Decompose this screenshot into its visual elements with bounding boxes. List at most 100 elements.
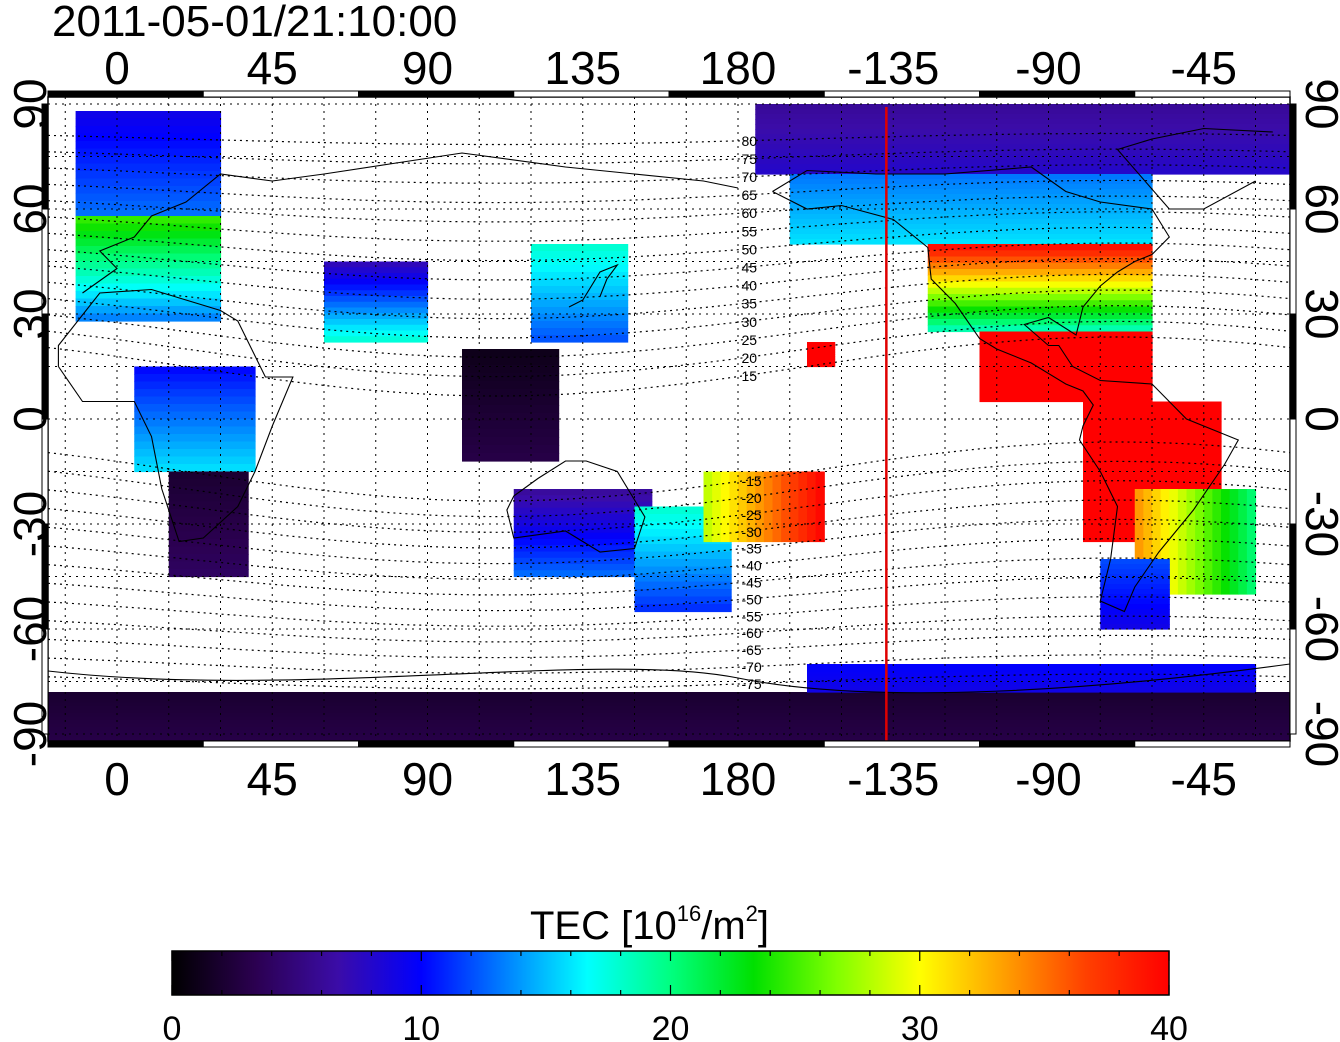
- tec-block-europe-north: [75, 201, 222, 210]
- tec-block-southern-africa: [168, 516, 249, 525]
- colorbar-title: TEC [1016/m2]: [530, 901, 770, 948]
- tec-block-canada: [789, 194, 1153, 200]
- coastline-4: [772, 166, 1240, 613]
- tec-block-central-africa: [134, 456, 256, 465]
- tec-block-arctic-na: [755, 109, 1290, 115]
- contour-label: -50: [741, 591, 761, 607]
- contour-label: -15: [741, 473, 761, 489]
- tec-block-southeast-asia: [462, 365, 560, 374]
- tec-block-hawaii: [807, 343, 836, 347]
- contour-label: 35: [741, 296, 757, 312]
- tec-block-tasman: [634, 581, 732, 590]
- tec-block-southern-africa: [168, 471, 249, 480]
- contour-label: 20: [741, 350, 757, 366]
- contour-label: 45: [741, 259, 757, 275]
- tec-block-hawaii: [807, 364, 836, 368]
- tec-block-east-asia: [531, 335, 629, 343]
- tec-block-canada: [789, 239, 1153, 245]
- coastline-antarctica: [48, 663, 1290, 694]
- tec-block-australia: [513, 489, 653, 496]
- lon-tick-label-top: 180: [700, 42, 777, 94]
- magnetic-contour: [48, 518, 1290, 565]
- tec-block-usa: [927, 325, 1153, 333]
- tec-block-siberia: [324, 278, 429, 286]
- tec-block-arctic-na: [755, 119, 1290, 125]
- contour-label: 40: [741, 278, 757, 294]
- tec-block-south-america-core: [1083, 451, 1222, 463]
- tec-block-patagonia: [1100, 569, 1170, 575]
- tec-block-central-america: [979, 331, 1153, 338]
- tec-block-usa: [927, 275, 1153, 283]
- lat-tick-label-left: 0: [4, 406, 56, 432]
- tec-block-europe-mid: [75, 268, 222, 277]
- tec-block-antarctica: [48, 702, 1290, 707]
- tec-block-antarctica: [48, 709, 1290, 714]
- lat-tick-label-left: 60: [4, 183, 56, 234]
- tec-block-east-asia: [531, 293, 629, 301]
- lon-tick-label-top: -45: [1171, 42, 1237, 94]
- geomagnetic-contours-layer: [48, 132, 1290, 690]
- tec-block-east-asia: [531, 272, 629, 280]
- tec-block-hawaii: [807, 359, 836, 362]
- tec-block-central-africa: [134, 374, 256, 383]
- tec-block-central-africa: [134, 411, 256, 420]
- tec-block-europe-north: [75, 141, 222, 150]
- frame-bar-right: [1289, 418, 1297, 525]
- tec-block-europe-mid: [75, 246, 222, 255]
- tec-block-arctic-na: [755, 134, 1290, 140]
- lon-tick-label-bottom: 180: [700, 753, 777, 805]
- tec-block-south-america-band: [1195, 489, 1205, 595]
- magnetic-contour: [48, 480, 1290, 533]
- tec-block-southeast-asia: [462, 381, 560, 390]
- contour-label: -70: [741, 659, 761, 675]
- lat-tick-label-right: 90: [1296, 78, 1340, 129]
- tec-block-patagonia: [1100, 624, 1170, 630]
- contour-label: -75: [741, 676, 761, 692]
- tec-block-antarctica: [48, 737, 1290, 741]
- tec-block-antarctica-coast: [807, 668, 1257, 671]
- colorbar-tick-label: 40: [1150, 1010, 1188, 1042]
- tec-block-southeast-asia: [462, 357, 560, 366]
- tec-block-south-america-band: [1246, 489, 1257, 595]
- contour-label: -20: [741, 490, 761, 506]
- tec-block-southern-africa: [168, 501, 249, 510]
- axis-labels-layer: 0045459090135135180180-135-135-90-90-45-…: [4, 42, 1340, 805]
- tec-block-south-america-core: [1083, 481, 1222, 493]
- tec-block-east-asia: [531, 244, 629, 252]
- tec-block-pacific-islands: [772, 471, 782, 543]
- tec-block-pacific-islands: [763, 471, 774, 543]
- tec-block-antarctica: [48, 695, 1290, 700]
- tec-block-hawaii: [807, 363, 836, 366]
- tec-block-antarctica: [48, 730, 1290, 735]
- tec-block-central-america: [979, 346, 1153, 353]
- tec-block-patagonia: [1100, 579, 1170, 585]
- colorbar-tick-label: 30: [901, 1010, 939, 1042]
- tec-block-east-asia: [531, 300, 629, 308]
- tec-block-europe-mid: [75, 261, 222, 270]
- tec-block-canada: [789, 209, 1153, 215]
- tec-block-tasman: [634, 551, 732, 560]
- tec-block-arctic-na: [755, 129, 1290, 135]
- tec-block-antarctica: [48, 720, 1290, 725]
- lon-tick-label-top: 90: [402, 42, 453, 94]
- tec-block-antarctica: [48, 716, 1290, 721]
- tec-block-arctic-na: [755, 139, 1290, 145]
- tec-block-southeast-asia: [462, 349, 560, 358]
- tec-block-antarctica: [48, 706, 1290, 711]
- tec-block-antarctica-coast: [807, 664, 1257, 667]
- contour-label: -65: [741, 642, 761, 658]
- tec-block-europe-north: [75, 156, 222, 165]
- tec-block-south-america-band: [1169, 489, 1179, 595]
- tec-block-tasman: [634, 529, 732, 538]
- tec-block-central-africa: [134, 389, 256, 398]
- tec-block-antarctica-coast: [807, 666, 1257, 669]
- tec-block-canada: [789, 214, 1153, 220]
- tec-block-southern-africa: [168, 486, 249, 495]
- tec-block-australia: [513, 545, 653, 553]
- tec-block-usa: [927, 319, 1153, 326]
- tec-block-southern-africa: [168, 494, 249, 503]
- lat-tick-label-left: 90: [4, 78, 56, 129]
- tec-block-europe-north: [75, 148, 222, 157]
- tec-block-east-asia: [531, 279, 629, 287]
